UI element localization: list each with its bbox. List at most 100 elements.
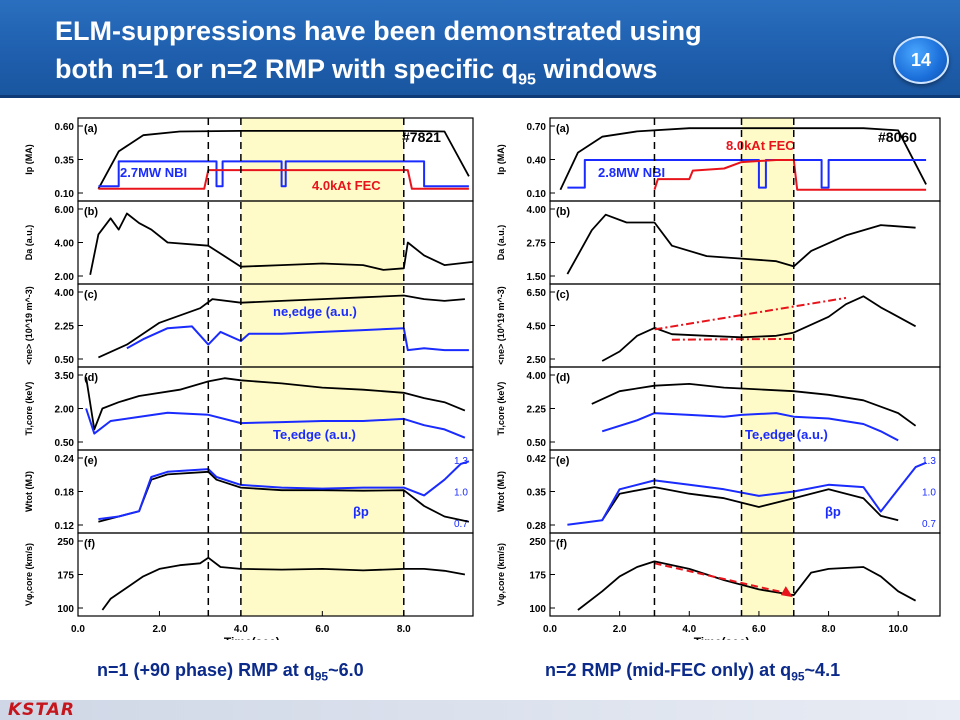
panel-annotation-0-0-0: 2.7MW NBI (120, 165, 187, 180)
xtick-label-1-4: 8.0 (822, 624, 836, 635)
shot-number-1: #8060 (878, 129, 917, 145)
slide-title-line-2: both n=1 or n=2 RMP with specific q95 wi… (55, 50, 855, 99)
series-blue-0-2-1 (126, 325, 469, 352)
xlabel-0: Time(sec) (224, 635, 280, 640)
series-black-1-5-0 (577, 560, 917, 611)
ylabel-1-5: Vφ,core (km/s) (496, 543, 506, 606)
ytick-label-1-1-2: 1.50 (527, 272, 547, 283)
right-chart-caption: n=2 RMP (mid-FEC only) at q95~4.1 (545, 660, 840, 684)
xtick-label-0-0: 0.0 (71, 624, 85, 635)
ytick-label-1-4-0: 0.42 (527, 454, 547, 465)
ytick-label-1-1-1: 2.75 (527, 239, 547, 250)
series-blue-0-0-1 (98, 160, 469, 188)
series-blue-0-4-1 (98, 460, 470, 521)
right-caption-subscript: 95 (791, 669, 805, 684)
xtick-label-0-3: 6.0 (315, 624, 329, 635)
series-blue-0-3-1 (85, 408, 466, 439)
ytick-label-1-3-1: 2.25 (527, 405, 547, 416)
series-blue-1-4-1 (567, 461, 927, 526)
series-black-0-0-0 (97, 129, 470, 190)
series-black-0-5-0 (101, 556, 466, 611)
slide-title: ELM-suppressions have been demonstrated … (55, 12, 855, 99)
left-caption-subscript: 95 (314, 669, 329, 684)
xtick-label-0-4: 8.0 (397, 624, 411, 635)
shot-number-0: #7821 (402, 129, 441, 145)
series-black-0-3-0 (85, 377, 466, 431)
ytick-label-1-4-1: 0.35 (527, 488, 547, 499)
panel-label-0-4: (e) (84, 455, 98, 467)
ytick-label-1-2-2: 2.50 (527, 355, 547, 366)
y2tick-label-0-4-0: 1.3 (454, 456, 468, 467)
series-black-1-0-0 (559, 127, 927, 191)
charts-area: 0.60 0.35 0.10 Ip (MA) (a) 2.7MW NBI 4.0kAt FE… (24, 117, 941, 640)
q95-subscript: 95 (518, 71, 536, 89)
ylabel-0-0: Ip (MA) (24, 144, 34, 175)
panel-label-1-0: (a) (556, 123, 570, 135)
left-caption-prefix: n=1 (+90 phase) RMP at q (97, 660, 315, 680)
xtick-label-1-5: 10.0 (888, 624, 908, 635)
ylabel-1-0: Ip (MA) (496, 144, 506, 175)
footer-bar (0, 700, 960, 720)
xtick-label-1-1: 2.0 (613, 624, 627, 635)
y2tick-label-1-4-1: 1.0 (922, 488, 936, 499)
right-caption-suffix: ~4.1 (804, 660, 841, 680)
panel-annotation-1-0-0: 2.8MW NBI (598, 165, 665, 180)
ytick-label-1-5-0: 250 (529, 537, 546, 548)
ytick-label-0-3-0: 3.50 (55, 371, 75, 382)
ytick-label-1-4-2: 0.28 (527, 521, 547, 532)
slide-title-line-2-suffix: windows (535, 54, 658, 84)
ylabel-0-5: Vφ,core (km/s) (24, 543, 34, 606)
left-caption-suffix: ~6.0 (328, 660, 364, 680)
panel-label-0-1: (b) (84, 206, 98, 218)
left-chart-caption: n=1 (+90 phase) RMP at q95~6.0 (97, 660, 364, 684)
ytick-label-0-2-1: 2.25 (55, 322, 75, 333)
ylabel-1-2: <ne> (10^19 m^-3) (496, 286, 506, 365)
series-black-1-3-0 (591, 382, 917, 427)
ytick-label-0-1-1: 4.00 (55, 239, 75, 250)
ytick-label-1-3-0: 4.00 (527, 371, 547, 382)
title-bar: ELM-suppressions have been demonstrated … (0, 0, 960, 98)
ytick-label-1-5-1: 175 (529, 571, 546, 582)
panel-label-0-0: (a) (84, 123, 98, 135)
ytick-label-1-0-2: 0.10 (527, 189, 547, 200)
ytick-label-1-5-2: 100 (529, 604, 546, 615)
ytick-label-0-3-1: 2.00 (55, 405, 75, 416)
ytick-label-0-1-0: 6.00 (55, 205, 75, 216)
xtick-label-0-2: 4.0 (234, 624, 248, 635)
ytick-label-0-4-1: 0.18 (55, 488, 75, 499)
series-blue-1-0-1 (567, 159, 927, 189)
panel-annotation-0-2-0: ne,edge (a.u.) (273, 304, 357, 319)
panel-annotation-1-4-0: βp (825, 504, 841, 519)
panel-label-1-5: (f) (556, 538, 567, 550)
panel-label-1-1: (b) (556, 206, 570, 218)
series-red-1-0-2 (653, 159, 927, 191)
xtick-label-1-2: 4.0 (682, 624, 696, 635)
panel-annotation-1-3-0: Te,edge (a.u.) (745, 427, 828, 442)
arrow-head-1-5 (780, 586, 793, 598)
panel-label-1-3: (d) (556, 372, 570, 384)
series-red-1-2-2 (671, 337, 794, 341)
ylabel-1-1: Da (a.u.) (496, 225, 506, 261)
ytick-label-0-0-2: 0.10 (55, 189, 75, 200)
y2tick-label-0-4-2: 0.7 (454, 519, 468, 530)
ytick-label-0-0-0: 0.60 (55, 122, 75, 133)
series-black-1-4-0 (601, 486, 899, 522)
ylabel-1-3: Ti,core (keV) (496, 382, 506, 436)
ytick-label-1-3-2: 0.50 (527, 438, 547, 449)
panel-label-1-2: (c) (556, 289, 570, 301)
xtick-label-0-1: 2.0 (152, 624, 166, 635)
ytick-label-0-2-2: 0.50 (55, 355, 75, 366)
ylabel-0-4: Wtot (MJ) (24, 471, 34, 512)
page-number-badge: 14 (893, 36, 949, 84)
xtick-label-1-3: 6.0 (752, 624, 766, 635)
xlabel-1: Time(sec) (694, 635, 750, 640)
series-black-1-1-0 (566, 213, 916, 275)
panel-annotation-0-0-1: 4.0kAt FEC (312, 178, 381, 193)
series-black-0-2-0 (98, 294, 465, 359)
series-blue-1-3-1 (601, 412, 899, 442)
kstar-logo: KSTAR (8, 700, 75, 720)
ytick-label-1-0-1: 0.40 (527, 156, 547, 167)
ytick-label-0-5-2: 100 (57, 604, 74, 615)
ytick-label-0-4-2: 0.12 (55, 521, 75, 532)
ytick-label-0-3-2: 0.50 (55, 438, 75, 449)
